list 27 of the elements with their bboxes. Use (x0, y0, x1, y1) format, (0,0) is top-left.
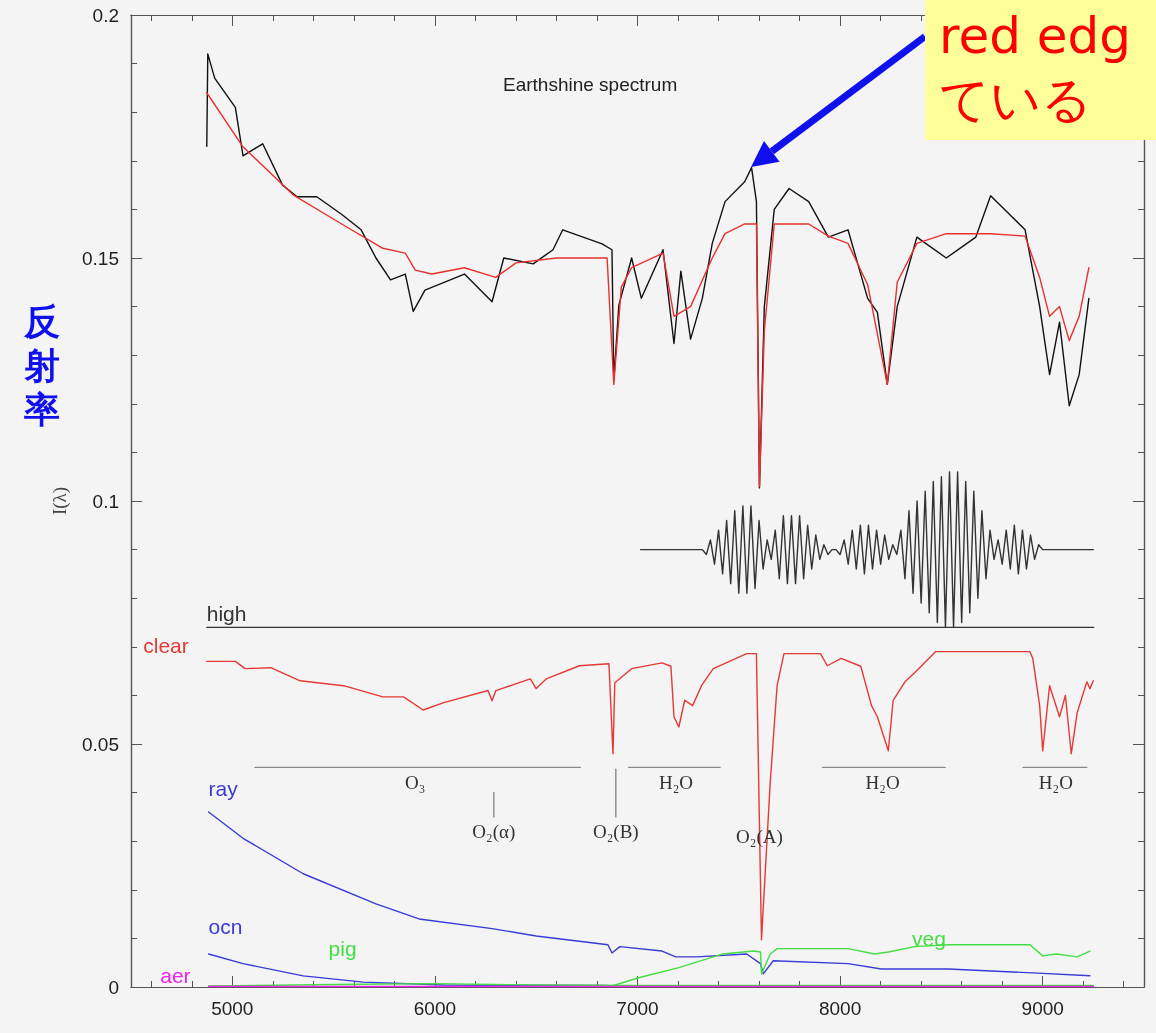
y-tick-label: 0.1 (92, 490, 119, 512)
annotation: O₂(B) (592, 821, 639, 844)
y-tick-label: 0.2 (92, 4, 119, 26)
text: 反射率 (23, 300, 61, 432)
x-tick-label: 9000 (1021, 998, 1064, 1019)
y-tick-label: 0 (108, 976, 119, 998)
annotation: red edg ている (925, 0, 1156, 140)
text: Earthshine spectrum (503, 74, 678, 95)
y-tick-label: 0.15 (82, 247, 119, 269)
series-label: clear (143, 634, 189, 658)
x-tick-label: 8000 (818, 998, 862, 1019)
x-tick-label: 5000 (211, 998, 254, 1019)
annotation: H₂O (658, 771, 694, 793)
y-axis-title: I(λ) (49, 486, 71, 516)
series-label: ocn (208, 914, 243, 938)
series-label: aer (160, 963, 191, 987)
annotation: H₂O (1038, 771, 1073, 793)
annotation: O₃ (405, 771, 426, 793)
x-tick-label: 6000 (413, 998, 457, 1019)
annotation: O₂(α) (472, 821, 516, 844)
y-tick-label: 0.05 (82, 733, 119, 755)
series-label: veg (911, 927, 946, 951)
annotation: H₂O (865, 771, 900, 793)
series-label: ray (208, 777, 239, 801)
x-tick-label: 7000 (616, 998, 659, 1019)
series-label: pig (328, 937, 357, 961)
series-label: high (206, 602, 247, 626)
